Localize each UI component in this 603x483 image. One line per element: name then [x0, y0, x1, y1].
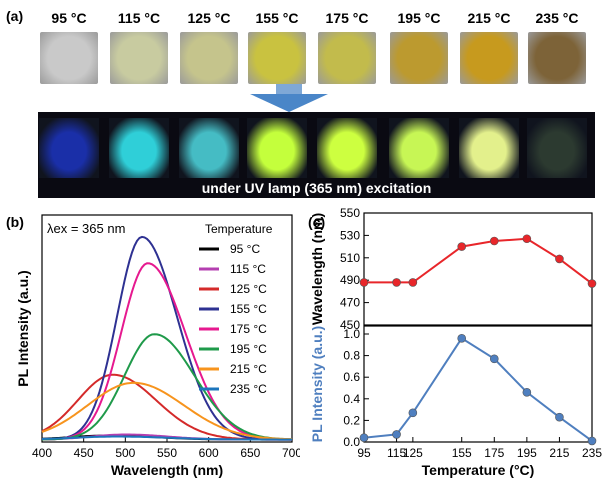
daylight-sample-photo [110, 32, 168, 84]
uv-sample-photo [39, 118, 99, 178]
wavelength-point [457, 242, 467, 251]
panel-a-label: (a) [6, 8, 24, 24]
legend-title: Temperature [205, 222, 273, 236]
temperature-dependence-chart: 450 470 490 510 530 550 0.0 0.2 0.4 0.6 0.8 1.0 95 11… [309, 206, 602, 478]
temperature-label: 195 °C [397, 10, 441, 26]
y-tick-label: 0.0 [343, 435, 360, 449]
intensity-point [587, 436, 597, 446]
temperature-label: 115 °C [117, 10, 161, 26]
panel-c-label: (c) [308, 214, 326, 230]
y-tick-label: 550 [340, 206, 360, 220]
legend-entry: 155 °C [230, 302, 267, 316]
x-axis-label: Temperature (°C) [422, 462, 535, 478]
x-tick-label: 155 [452, 446, 472, 460]
y-tick-label: 530 [340, 228, 360, 242]
legend-entry: 215 °C [230, 362, 267, 376]
panel-b-label: (b) [6, 214, 24, 230]
x-tick-label: 175 [484, 446, 504, 460]
daylight-sample-photo [460, 32, 518, 84]
y-tick-label: 450 [340, 318, 360, 332]
intensity-point [555, 412, 564, 422]
x-tick-label: 215 [549, 446, 569, 460]
legend-entry: 95 °C [230, 242, 260, 256]
top-plot-frame [363, 212, 593, 326]
daylight-sample-photo [318, 32, 376, 84]
uv-sample-photo [179, 118, 239, 178]
spectrum-line [41, 381, 293, 441]
temperature-label: 235 °C [535, 10, 579, 26]
x-tick-label: 650 [240, 446, 260, 460]
spectrum-line [42, 235, 292, 441]
x-tick-label: 115 [387, 446, 406, 460]
uv-sample-photo [109, 118, 169, 178]
pl-spectra-chart: 400 450 500 550 600 650 700 Wavelength (nm) PL I… [15, 214, 300, 478]
down-arrow-icon [250, 84, 328, 112]
wavelength-point [392, 278, 401, 287]
x-axis-label: Wavelength (nm) [111, 462, 223, 478]
y-tick-label: 470 [340, 296, 360, 310]
x-tick-label: 450 [74, 446, 94, 460]
x-tick-label: 235 [582, 446, 602, 460]
wavelength-point [587, 279, 597, 288]
y-axis-label: PL Intensity (a.u.) [15, 270, 31, 386]
intensity-point [359, 433, 369, 442]
y-tick-label: 0.6 [343, 370, 360, 384]
daylight-sample-photo [180, 32, 238, 84]
legend-entry: 115 °C [230, 262, 266, 276]
bottom-y-axis-label: PL Intensity (a.u.) [309, 326, 325, 442]
x-tick-label: 700 [282, 446, 300, 460]
y-tick-label: 510 [340, 251, 360, 265]
uv-sample-photo [459, 118, 519, 178]
legend-entry: 235 °C [230, 382, 267, 396]
y-tick-label: 490 [340, 273, 360, 287]
daylight-sample-photo [390, 32, 448, 84]
x-tick-label: 195 [517, 446, 537, 460]
uv-sample-photo [317, 118, 377, 178]
y-tick-label: 0.4 [343, 392, 360, 406]
temperature-label: 125 °C [187, 10, 231, 26]
spectrum-line [41, 333, 293, 441]
intensity-point [457, 334, 467, 343]
y-tick-label: 0.2 [343, 413, 360, 427]
wavelength-point [408, 278, 418, 287]
x-tick-label: 125 [403, 446, 423, 460]
daylight-sample-photo [248, 32, 306, 84]
intensity-point [489, 354, 499, 364]
temperature-label: 155 °C [255, 10, 299, 26]
intensity-point [522, 388, 532, 397]
intensity-line [363, 336, 593, 442]
legend-entry: 175 °C [230, 322, 267, 336]
uv-sample-photo [389, 118, 449, 178]
x-tick-label: 600 [199, 446, 219, 460]
daylight-sample-photo [528, 32, 586, 84]
legend-entry: 125 °C [230, 282, 267, 296]
uv-sample-photo [527, 118, 587, 178]
intensity-point [408, 408, 418, 418]
spectrum-line [41, 435, 292, 441]
y-tick-label: 1.0 [343, 327, 360, 341]
intensity-point [392, 430, 401, 439]
uv-sample-photo [247, 118, 307, 178]
x-tick-label: 400 [32, 446, 52, 460]
x-tick-label: 500 [115, 446, 135, 460]
daylight-sample-photo [40, 32, 98, 84]
top-y-axis-label: Wavelength (nm) [309, 213, 325, 325]
temperature-label: 95 °C [51, 10, 87, 26]
wavelength-point [359, 278, 369, 287]
excitation-label: λex = 365 nm [47, 221, 125, 236]
wavelength-point [489, 236, 499, 246]
y-tick-label: 0.8 [343, 349, 360, 363]
legend-entry: 195 °C [230, 342, 267, 356]
bottom-plot-frame [363, 325, 593, 443]
uv-caption: under UV lamp (365 nm) excitation [201, 180, 432, 196]
temperature-label: 175 °C [325, 10, 369, 26]
x-tick-label: 95 [357, 446, 371, 460]
wavelength-point [555, 254, 564, 264]
wavelength-point [522, 234, 532, 244]
x-tick-label: 550 [157, 446, 177, 460]
temperature-label: 215 °C [467, 10, 511, 26]
